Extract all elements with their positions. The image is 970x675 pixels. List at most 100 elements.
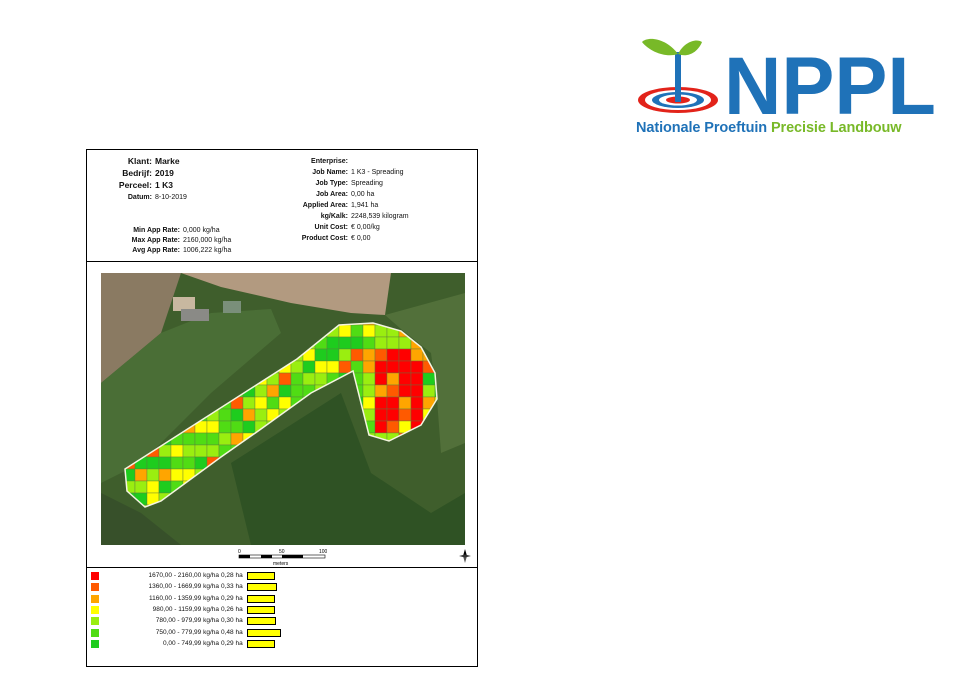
rate-label: Avg App Rate:: [132, 247, 180, 254]
rate-cell: [182, 456, 196, 470]
job-label: Unit Cost:: [314, 224, 348, 231]
rate-cell: [374, 384, 388, 398]
rate-cell: [206, 444, 220, 458]
legend-range: 1160,00 - 1359,99 kg/ha: [149, 594, 219, 602]
legend-range: 1360,00 - 1669,99 kg/ha: [148, 583, 219, 591]
info-value: 1 K3: [155, 180, 173, 190]
rate-cell: [398, 372, 412, 386]
rate-cell: [410, 384, 424, 398]
rate-label: Min App Rate:: [133, 227, 180, 234]
rate-cell: [386, 348, 400, 362]
rate-cell: [146, 468, 160, 482]
legend-range: 0,00 - 749,99 kg/ha: [162, 639, 219, 647]
rate-cell: [194, 444, 208, 458]
legend-swatch: [91, 594, 99, 603]
rate-cell: [254, 408, 268, 422]
rate-cell: [386, 372, 400, 386]
rate-cell: [386, 396, 400, 410]
legend-area: 0,28 ha: [221, 572, 243, 579]
legend-swatch: [91, 628, 99, 637]
rate-cell: [338, 348, 352, 362]
rate-cell: [182, 432, 196, 446]
rate-cell: [146, 456, 160, 470]
rate-cell: [326, 348, 340, 362]
rate-cell: [158, 480, 172, 494]
legend-row: 1360,00 - 1669,99 kg/ha 0,33 ha: [91, 582, 351, 592]
legend-range: 980,00 - 1159,99 kg/ha: [152, 605, 219, 613]
rate-cell: [350, 348, 364, 362]
rate-cell: [338, 336, 352, 350]
legend-area: 0,48 ha: [221, 628, 243, 636]
job-value: 0,00 ha: [351, 191, 375, 198]
nppl-logo-mark: NPPL: [638, 38, 936, 132]
rate-cell: [170, 456, 184, 470]
rate-cell: [218, 432, 232, 446]
scale-unit: meters: [273, 561, 289, 567]
rate-value: 0,000 kg/ha: [183, 227, 220, 234]
rate-cell: [242, 396, 256, 410]
legend-area: 0,29 ha: [221, 594, 243, 602]
rate-cell: [398, 348, 412, 362]
legend-swatch: [91, 617, 99, 626]
info-label: Klant:: [127, 156, 152, 166]
info-label: Datum:: [127, 194, 152, 201]
rate-cell: [266, 396, 280, 410]
rate-cell: [218, 408, 232, 422]
rate-cell: [254, 396, 268, 410]
rate-legend: 1670,00 - 2160,00 kg/ha 0,28 ha 1360,00 - …: [87, 568, 477, 668]
rate-label: Max App Rate:: [131, 237, 180, 244]
rate-cell: [410, 396, 424, 410]
legend-area-bar: [247, 583, 277, 592]
rate-cell: [266, 384, 280, 398]
rate-cell: [338, 360, 352, 374]
rate-cell: [386, 360, 400, 374]
rate-cell: [374, 348, 388, 362]
scale-tick-0: 0: [238, 549, 241, 555]
rate-cell: [134, 468, 148, 482]
rate-cell: [362, 396, 376, 410]
job-value: Spreading: [351, 180, 383, 187]
rate-cell: [374, 420, 388, 434]
legend-row: 1160,00 - 1359,99 kg/ha 0,29 ha: [91, 594, 351, 604]
legend-swatch: [91, 583, 99, 592]
rate-cell: [134, 480, 148, 494]
rate-cell: [278, 396, 292, 410]
rate-cell: [374, 336, 388, 350]
scale-tick-100: 100: [319, 549, 327, 555]
rate-cell: [386, 336, 400, 350]
bare-field: [181, 273, 391, 315]
farm-yard: [223, 301, 241, 313]
rate-cell: [302, 372, 316, 386]
job-label: Job Type:: [315, 180, 348, 187]
job-value: € 0,00: [351, 235, 371, 242]
legend-area-bar: [247, 628, 281, 637]
rate-cell: [146, 480, 160, 494]
rate-cell: [182, 444, 196, 458]
rate-cell: [194, 456, 208, 470]
rate-cell: [398, 336, 412, 350]
rate-cell: [398, 384, 412, 398]
pasture-left: [101, 309, 281, 483]
rate-cell: [290, 360, 304, 374]
legend-row: 0,00 - 749,99 kg/ha 0,29 ha: [91, 639, 351, 649]
rate-cell: [398, 408, 412, 422]
rate-cell: [242, 420, 256, 434]
legend-area: 0,30 ha: [221, 617, 243, 625]
logo-tagline-part2: Precisie Landbouw: [770, 120, 902, 136]
rate-cell: [410, 360, 424, 374]
rate-cell: [386, 408, 400, 422]
rate-cell: [218, 420, 232, 434]
rate-cell: [194, 432, 208, 446]
legend-row: 980,00 - 1159,99 kg/ha 0,26 ha: [91, 605, 351, 615]
rate-cell: [362, 336, 376, 350]
rate-cell: [374, 360, 388, 374]
rate-cell: [230, 420, 244, 434]
info-label: Bedrijf:: [122, 168, 152, 178]
field-boundary: [124, 322, 438, 508]
logo-brand-text: NPPL: [724, 41, 936, 120]
farm-shed: [181, 309, 209, 321]
rate-cell: [362, 348, 376, 362]
job-label: Enterprise:: [311, 158, 348, 165]
rate-cell: [158, 468, 172, 482]
ploughed-field: [101, 273, 181, 383]
